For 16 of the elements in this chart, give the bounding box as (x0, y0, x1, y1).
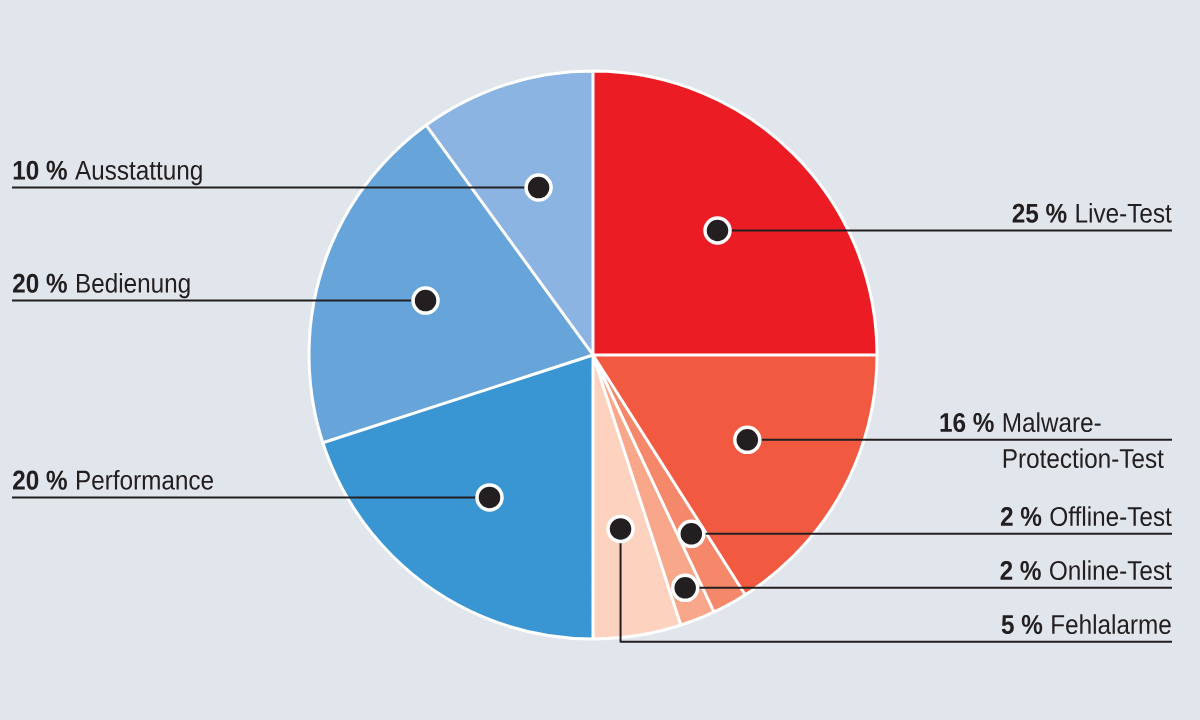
slice-label: Online-Test (1050, 560, 1172, 581)
slice-label: Bedienung (76, 273, 190, 299)
slice-label: Ausstattung (75, 160, 202, 186)
data-label: 20 % (13, 273, 67, 293)
slice-label: Fehlalarme (1052, 614, 1171, 635)
data-label: 20 % (13, 470, 67, 490)
slice-label: Live-Test (1076, 202, 1172, 223)
data-label: 25 % (1012, 203, 1067, 223)
data-label: 10 % (13, 160, 67, 180)
slice-label: Offline-Test (1050, 506, 1172, 527)
data-label: 5 % (1001, 615, 1043, 635)
data-label: 2 % (1000, 560, 1041, 581)
slice-label: Performance (76, 469, 214, 490)
data-label: 2 % (1000, 506, 1042, 527)
data-label: 16 % (940, 412, 994, 433)
slice-label: Malware-Protection-Test (1003, 412, 1164, 469)
